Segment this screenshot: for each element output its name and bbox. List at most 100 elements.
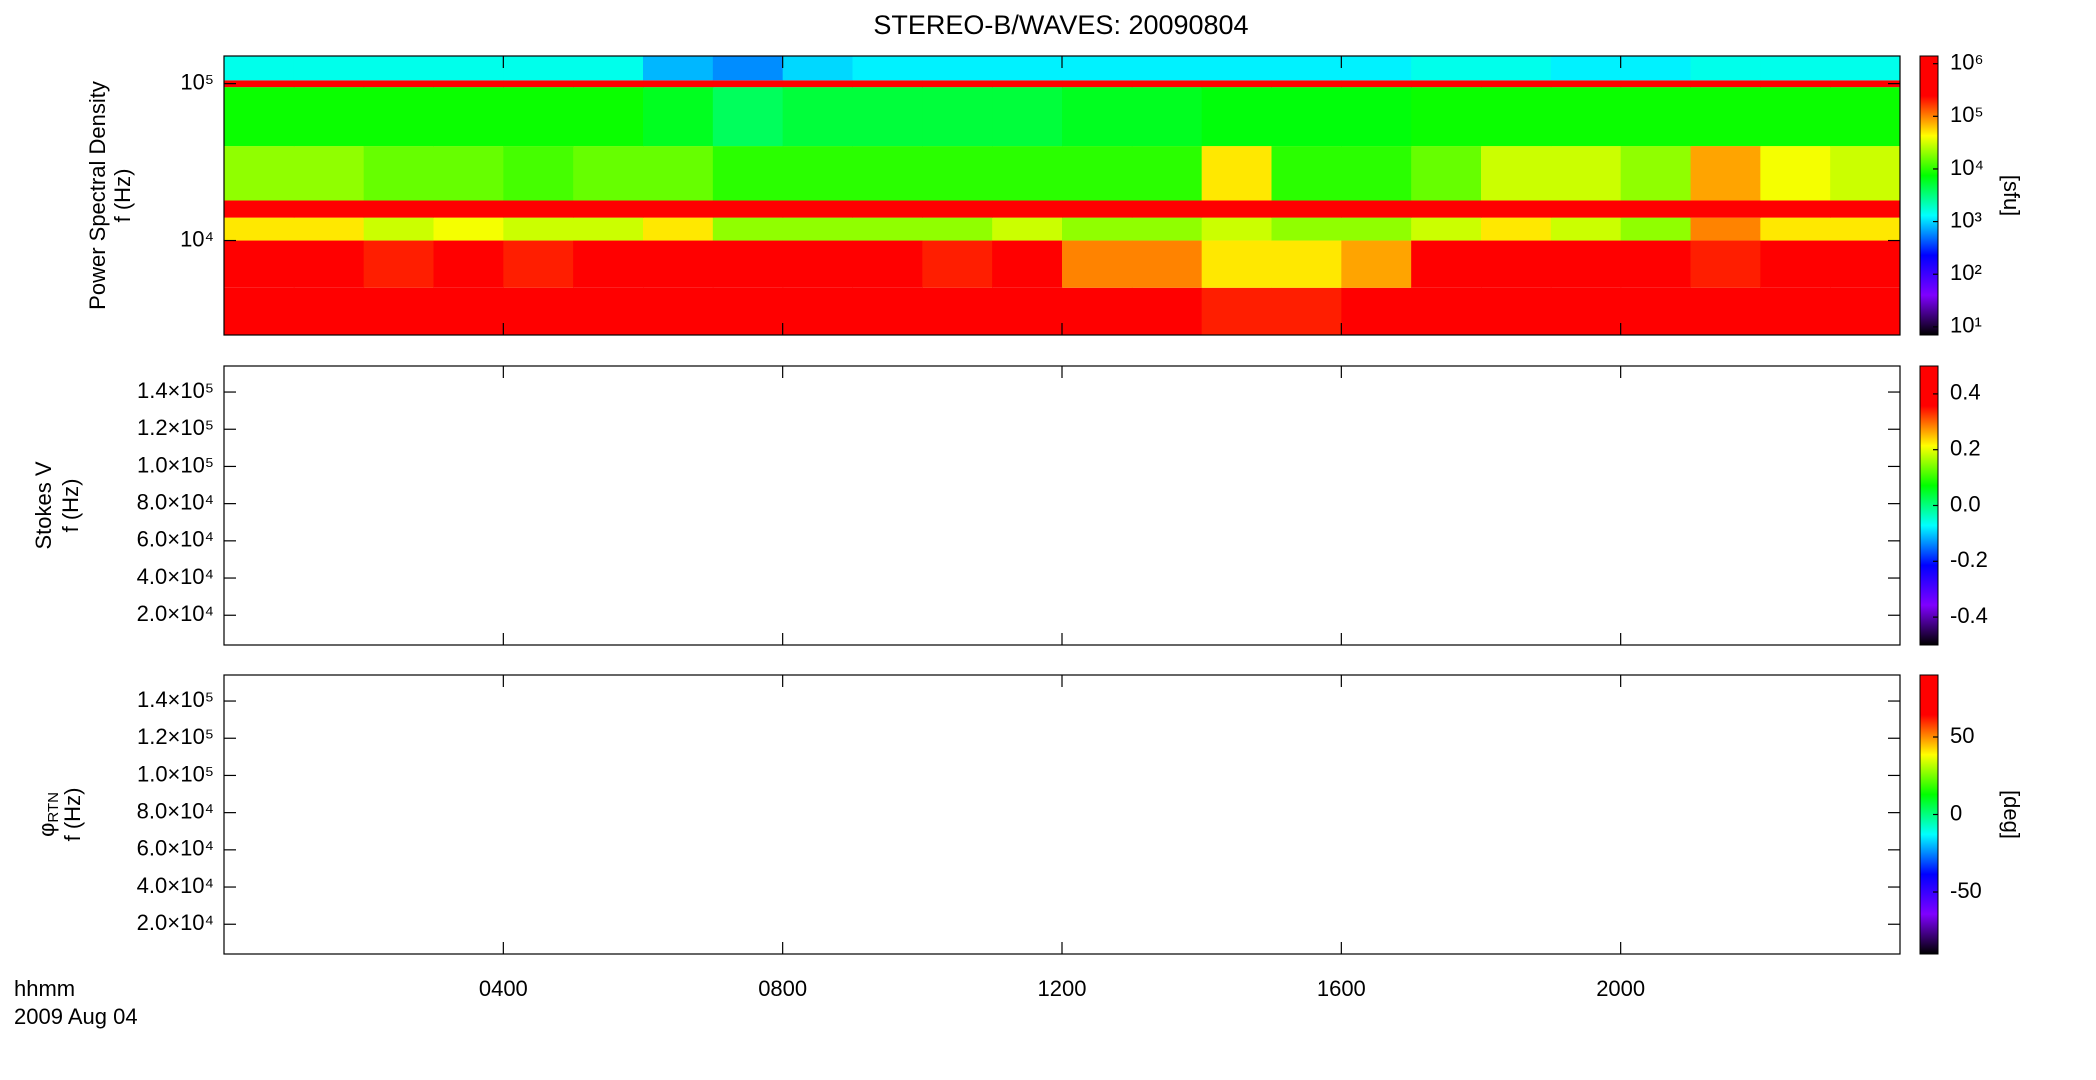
colorbar-tick-label: 0 [1950, 800, 1962, 825]
heatmap-cell [1550, 146, 1622, 201]
heatmap-cell [1341, 200, 1412, 218]
y-axis-label: Stokes V [31, 461, 56, 549]
heatmap-cell [1690, 80, 1761, 88]
heatmap-cell [1550, 217, 1622, 241]
heatmap-cell [1550, 87, 1622, 147]
heatmap-cell [363, 80, 434, 88]
heatmap-cell [293, 146, 365, 201]
heatmap-cell [1830, 146, 1901, 201]
x-tick-label: 2000 [1596, 976, 1645, 1001]
y-axis-label-symbol: φ [34, 823, 59, 837]
heatmap-cell [1271, 287, 1342, 335]
y-axis-label: φRTN [34, 792, 62, 837]
heatmap-cell [1760, 87, 1831, 147]
heatmap-cell [1690, 146, 1761, 201]
heatmap-cell [503, 217, 574, 241]
heatmap-cell [363, 200, 434, 218]
heatmap-cell [1271, 146, 1342, 201]
heatmap-cell [1341, 87, 1412, 147]
colorbar-tick-label: 10⁴ [1950, 155, 1984, 180]
heatmap-cell [1481, 87, 1552, 147]
heatmap-cell [1620, 146, 1691, 201]
heatmap-cell [1201, 56, 1272, 81]
heatmap-cell [1411, 56, 1482, 81]
heatmap-cell [992, 217, 1063, 241]
y-tick-label: 1.2×10⁵ [137, 415, 214, 440]
heatmap-cell [573, 287, 644, 335]
heatmap-cell [1201, 217, 1272, 241]
heatmap-cell [1830, 287, 1901, 335]
heatmap-cell [503, 56, 574, 81]
heatmap-cell [433, 87, 504, 147]
heatmap-cell [712, 87, 784, 147]
heatmap-cell [712, 200, 784, 218]
heatmap-cell [782, 80, 853, 88]
heatmap-cell [293, 287, 365, 335]
heatmap-cell [1062, 217, 1133, 241]
heatmap-cell [1760, 146, 1831, 201]
heatmap-cell [1481, 287, 1552, 335]
heatmap-cell [433, 287, 504, 335]
heatmap-cell [1062, 240, 1133, 288]
heatmap-cell [573, 200, 644, 218]
colorbar-tick-label: 10³ [1950, 207, 1982, 232]
heatmap-cell [643, 80, 714, 88]
heatmap-cell [852, 80, 923, 88]
y-axis-label-subscript: RTN [45, 792, 62, 823]
heatmap-cell [433, 80, 504, 88]
y-tick-label: 10⁴ [180, 226, 214, 251]
heatmap-cell [1131, 217, 1203, 241]
heatmap-cell [1830, 56, 1901, 81]
heatmap-cell [1620, 217, 1691, 241]
heatmap-cell [992, 80, 1063, 88]
heatmap-cell [1620, 240, 1691, 288]
heatmap-cell [1201, 240, 1272, 288]
heatmap-cell [1201, 80, 1272, 88]
heatmap-cell [922, 56, 993, 81]
colorbar-tick-label: 0.0 [1950, 491, 1981, 516]
colorbar-tick-label: -0.4 [1950, 603, 1988, 628]
y-tick-label: 6.0×10⁴ [137, 836, 214, 861]
heatmap-cell [1411, 217, 1482, 241]
heatmap-cell [1760, 287, 1831, 335]
heatmap-cell [1201, 146, 1272, 201]
heatmap-cell [643, 146, 714, 201]
y-axis-label: f (Hz) [58, 479, 83, 533]
heatmap-cell [992, 200, 1063, 218]
heatmap-cell [922, 80, 993, 88]
colorbar-tick-label: 10² [1950, 260, 1982, 285]
colorbar-tick-label: 10⁶ [1950, 50, 1984, 75]
heatmap-cell [1830, 200, 1901, 218]
heatmap-cell [1620, 56, 1691, 81]
heatmap-cell [224, 80, 295, 88]
heatmap-cell [1131, 56, 1203, 81]
heatmap-cell [224, 287, 295, 335]
y-axis-label: f (Hz) [110, 169, 135, 223]
y-tick-label: 2.0×10⁴ [137, 601, 214, 626]
heatmap-cell [224, 240, 295, 288]
heatmap-cell [1411, 80, 1482, 88]
heatmap-cell [782, 56, 853, 81]
heatmap-cell [1690, 287, 1761, 335]
heatmap-cell [643, 217, 714, 241]
heatmap-cell [1062, 200, 1133, 218]
heatmap-cell [363, 240, 434, 288]
heatmap-cell [1411, 240, 1482, 288]
y-tick-label: 1.4×10⁵ [137, 687, 214, 712]
colorbar-label: [deg] [1999, 790, 2024, 839]
heatmap-cell [712, 56, 784, 81]
heatmap-cell [503, 146, 574, 201]
heatmap-cell [922, 287, 993, 335]
y-axis-label: Power Spectral Density [85, 81, 110, 310]
heatmap-cell [573, 56, 644, 81]
x-tick-label: 0400 [479, 976, 528, 1001]
heatmap-cell [573, 240, 644, 288]
heatmap-cell [922, 200, 993, 218]
heatmap-cell [363, 146, 434, 201]
heatmap-cell [1271, 240, 1342, 288]
y-tick-label: 8.0×10⁴ [137, 798, 214, 823]
heatmap-cell [712, 217, 784, 241]
heatmap-cell [363, 287, 434, 335]
heatmap-cell [1201, 287, 1272, 335]
heatmap-cell [712, 146, 784, 201]
